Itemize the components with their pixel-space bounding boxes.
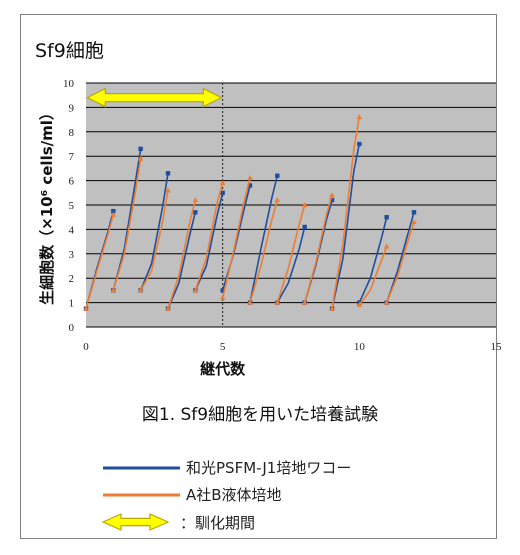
legend-label-wako: 和光PSFM-J1培地ワコー: [186, 459, 352, 477]
series-1-marker-8-0: [301, 299, 308, 305]
legend-label-acclimation: ：馴化期間: [180, 514, 256, 532]
y-tick-label-9: 9: [69, 102, 75, 114]
series-1-marker-9-1: [356, 114, 363, 120]
series-1-marker-5-1: [247, 175, 253, 181]
series-1-segment-0: [85, 214, 115, 309]
series-0-marker-4-1: [220, 190, 225, 195]
series-0-segment-4: [194, 192, 224, 291]
series-0-marker-1-1: [138, 146, 143, 152]
series-1-marker-1-1: [137, 155, 144, 161]
series-0-marker-3-1: [193, 210, 198, 215]
series-0-marker-10-1: [384, 215, 389, 220]
series-0-marker-11-1: [411, 210, 417, 215]
figure-caption: 図1. Sf9細胞を用いた培養試験: [141, 405, 379, 425]
y-tick-label-0: 0: [69, 322, 75, 334]
series-1-segment-8: [303, 194, 333, 303]
series-1-marker-11-0: [383, 299, 390, 305]
series-1-segment-3: [167, 199, 197, 309]
series-1-marker-6-1: [274, 197, 281, 203]
series-0-segment-2: [139, 173, 169, 291]
growth-chart: 0 1 2 3 4 5 6 7 8 9 10 0 5 10 15 継代数 生細胞数（×10⁶ cells/ml）: [38, 78, 503, 378]
series-1-segment-11: [385, 221, 415, 303]
series-1-segment-1: [112, 158, 142, 291]
y-axis-label: 生細胞数（×10⁶ cells/ml）: [38, 105, 56, 305]
y-tick-label-3: 3: [69, 249, 75, 261]
y-tick-label-10: 10: [63, 78, 75, 90]
series-1-segment-4: [194, 182, 224, 291]
series-0-segment-7: [276, 226, 306, 303]
series-1-marker-10-0: [356, 302, 363, 308]
series-1-marker-0-0: [83, 305, 89, 311]
series-1-marker-4-1: [219, 180, 226, 186]
series-0-segment-11: [385, 212, 415, 303]
series-1-segment-2: [140, 190, 169, 291]
series-1-marker-3-0: [165, 305, 171, 311]
y-tick-label-7: 7: [69, 151, 75, 163]
series-0-marker-0-1: [111, 208, 116, 214]
series-1-marker-3-1: [192, 197, 199, 203]
series-0-segment-3: [167, 212, 197, 310]
series-0-marker-9-1: [357, 141, 362, 147]
series-1-marker-7-0: [274, 299, 281, 305]
y-tick-label-6: 6: [69, 176, 75, 188]
series-0-marker-2-1: [165, 171, 171, 176]
y-tick-label-5: 5: [69, 200, 75, 212]
y-tick-label-4: 4: [69, 224, 75, 236]
acclimation-arrow: [86, 87, 223, 108]
series-1-marker-1-0: [110, 287, 117, 293]
series-1-marker-0-1: [110, 211, 117, 217]
x-axis-label: 継代数: [200, 360, 246, 378]
series-1-marker-10-1: [383, 243, 390, 249]
series-1-marker-4-0: [192, 287, 199, 293]
series-0-marker-6-1: [275, 173, 280, 178]
series-0-segment-9: [331, 143, 361, 309]
series-1-marker-7-1: [301, 202, 308, 207]
series-0-marker-5-0: [220, 288, 225, 293]
x-tick-label-5: 5: [220, 341, 226, 353]
series-1-marker-9-0: [329, 305, 335, 311]
series-1-marker-2-0: [137, 287, 144, 293]
legend-label-other: A社B液体培地: [186, 486, 282, 504]
series-1-marker-6-0: [247, 299, 253, 305]
series-1-segment-7: [276, 204, 306, 303]
x-tick-label-10: 10: [354, 341, 366, 353]
series-1-segment-10: [358, 246, 388, 306]
panel-title: Sf9細胞: [35, 40, 104, 62]
x-tick-label-0: 0: [83, 341, 89, 353]
series-0-marker-8-1: [329, 197, 335, 203]
series-0-segment-10: [358, 217, 388, 303]
series-1-marker-8-1: [329, 192, 335, 198]
series-0-segment-6: [249, 175, 279, 303]
series-1-segment-6: [249, 199, 279, 303]
series-1-segment-5: [221, 178, 251, 298]
x-tick-label-15: 15: [491, 341, 503, 353]
series-1-segment-9: [331, 117, 361, 309]
y-tick-label-1: 1: [69, 298, 75, 310]
y-tick-label-2: 2: [69, 273, 75, 285]
y-tick-label-8: 8: [69, 127, 75, 139]
series-1-marker-5-0: [219, 294, 226, 300]
series-1-marker-2-1: [165, 187, 171, 193]
series-0-marker-7-1: [302, 224, 307, 230]
series-0-marker-5-1: [247, 183, 253, 188]
series-1-marker-11-1: [411, 219, 417, 225]
